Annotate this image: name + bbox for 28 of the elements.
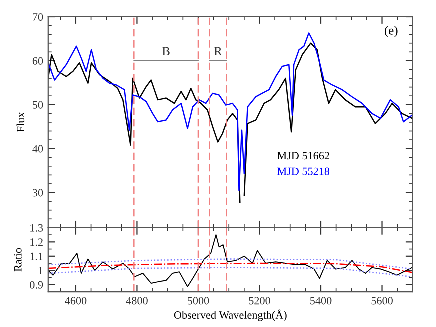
line-series [48, 258, 413, 270]
y-tick-label: 1.2 [30, 238, 43, 246]
y-tick-label: 1 [38, 267, 43, 274]
text: MJD 51662 [278, 152, 330, 160]
line-series [48, 262, 413, 274]
line-series [48, 234, 413, 288]
x-axis-title: Observed Wavelength(Å) [174, 310, 287, 322]
y-tick-label: 50 [33, 101, 44, 109]
y-tick-label: 1.1 [30, 252, 43, 260]
y-tick-label: 0.9 [30, 281, 44, 289]
y-tick-label: 1.3 [30, 224, 44, 232]
x-tick-label: 5600 [372, 297, 393, 305]
y-axis-title: Ratio [14, 248, 22, 272]
y-tick-label: 60 [32, 57, 44, 65]
line-series [48, 267, 413, 278]
y-tick-label: 70 [33, 13, 44, 21]
annotation: R [214, 47, 222, 56]
text: MJD 55218 [278, 168, 330, 176]
x-tick-label: 5200 [249, 297, 270, 305]
annotation: (e) [384, 26, 398, 38]
y-axis-title: Flux [16, 112, 25, 132]
y-tick-label: 30 [32, 189, 44, 197]
x-tick-label: 4800 [126, 297, 148, 305]
x-tick-label: 4600 [65, 297, 87, 305]
x-tick-label: 5400 [310, 297, 332, 305]
y-tick-label: 40 [32, 145, 44, 153]
annotation: B [162, 47, 170, 56]
x-tick-label: 5000 [188, 297, 210, 305]
